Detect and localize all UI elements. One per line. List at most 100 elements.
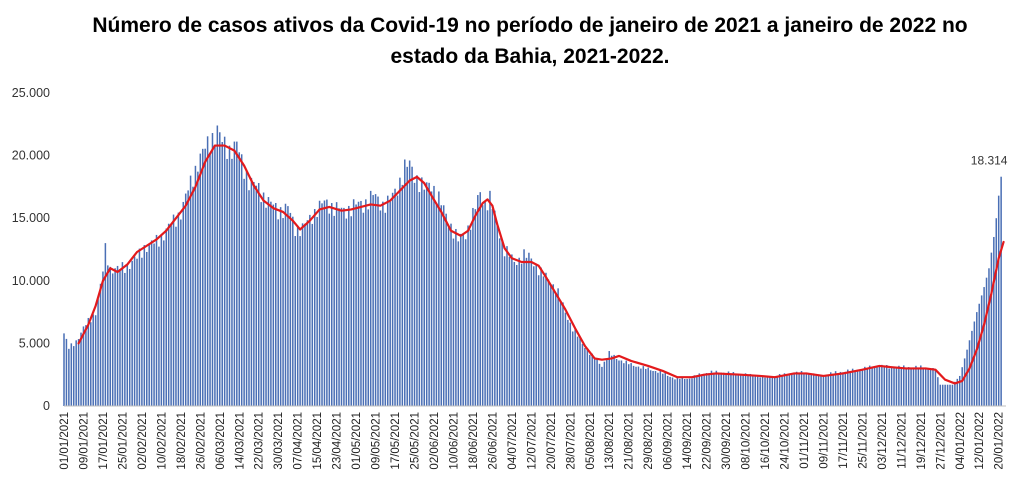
bar	[873, 366, 876, 406]
bar	[335, 202, 338, 406]
bar	[800, 371, 803, 406]
bar	[861, 369, 864, 406]
bar	[352, 199, 355, 406]
bar	[905, 368, 907, 406]
x-tick-label: 23/04/2021	[332, 412, 344, 470]
bar	[474, 209, 477, 406]
bar	[530, 258, 533, 406]
bar	[951, 384, 954, 406]
bar	[949, 384, 951, 406]
bar	[367, 209, 370, 406]
bar	[564, 312, 567, 406]
bar	[484, 201, 486, 406]
bar	[180, 219, 182, 406]
x-tick-label: 22/09/2021	[702, 412, 714, 470]
bar	[783, 373, 786, 406]
bar	[722, 372, 725, 406]
bar	[985, 277, 988, 406]
bar	[615, 358, 618, 406]
bar	[469, 229, 472, 406]
bar	[496, 223, 499, 406]
bar	[630, 363, 632, 406]
bar	[876, 366, 878, 406]
bar	[676, 377, 679, 406]
bar	[827, 374, 830, 406]
bar	[793, 374, 795, 406]
bar	[825, 375, 827, 406]
bar	[172, 214, 175, 406]
bar	[150, 240, 153, 406]
bar	[849, 371, 851, 406]
bar	[167, 223, 170, 406]
bar	[296, 225, 299, 406]
bar	[769, 377, 771, 406]
bar	[494, 210, 496, 406]
bar	[284, 203, 287, 406]
bar	[537, 275, 540, 406]
bar	[662, 373, 664, 406]
bar	[645, 368, 647, 406]
bar	[282, 218, 284, 406]
bar	[369, 190, 372, 406]
x-tick-label: 22/03/2021	[254, 412, 266, 470]
bar	[737, 374, 739, 406]
bar	[735, 374, 737, 406]
bar	[104, 243, 107, 406]
bar	[184, 193, 187, 406]
bar	[70, 343, 73, 406]
bar	[292, 216, 294, 406]
bar	[148, 243, 150, 406]
bar	[993, 236, 995, 406]
bar	[623, 363, 625, 406]
bar	[649, 370, 652, 406]
bar	[313, 209, 316, 406]
y-tick-label: 10.000	[12, 274, 50, 288]
bar	[119, 269, 121, 406]
bar	[679, 378, 681, 406]
bar	[477, 195, 479, 406]
bar	[435, 203, 438, 406]
bar	[803, 373, 805, 406]
bar	[545, 272, 547, 406]
bar	[233, 141, 236, 406]
bar	[618, 360, 620, 406]
bar	[778, 374, 781, 406]
bar	[739, 374, 742, 406]
x-tick-label: 08/10/2021	[741, 412, 753, 470]
bar	[72, 346, 75, 406]
bar	[421, 177, 423, 406]
bar	[430, 191, 433, 406]
bar	[742, 375, 744, 406]
chart-title: Número de casos ativos da Covid-19 no pe…	[92, 14, 968, 68]
bar	[710, 370, 713, 406]
bar	[109, 266, 111, 406]
bar	[866, 368, 869, 406]
bar	[915, 365, 917, 406]
bar	[815, 375, 817, 406]
bar	[262, 192, 265, 406]
x-tick-label: 06/09/2021	[663, 412, 675, 470]
bar	[467, 225, 469, 406]
bar	[832, 373, 834, 406]
bar	[250, 177, 253, 406]
bar	[331, 203, 333, 406]
bar	[197, 171, 199, 406]
bar	[995, 218, 998, 406]
bar	[194, 165, 197, 406]
bar	[576, 336, 579, 406]
bar	[781, 375, 783, 406]
bar	[163, 240, 165, 406]
x-tick-label: 02/02/2021	[137, 412, 149, 470]
bar	[111, 273, 114, 406]
x-tick-label: 02/06/2021	[429, 412, 441, 470]
x-tick-label: 03/12/2021	[877, 412, 889, 470]
bar	[978, 303, 980, 406]
bar	[489, 190, 491, 406]
bar	[223, 136, 226, 406]
bar	[515, 264, 518, 406]
bar	[348, 205, 350, 406]
x-tick-label: 18/06/2021	[468, 412, 480, 470]
bar	[411, 166, 413, 406]
bar	[990, 252, 993, 406]
bar	[206, 136, 209, 406]
